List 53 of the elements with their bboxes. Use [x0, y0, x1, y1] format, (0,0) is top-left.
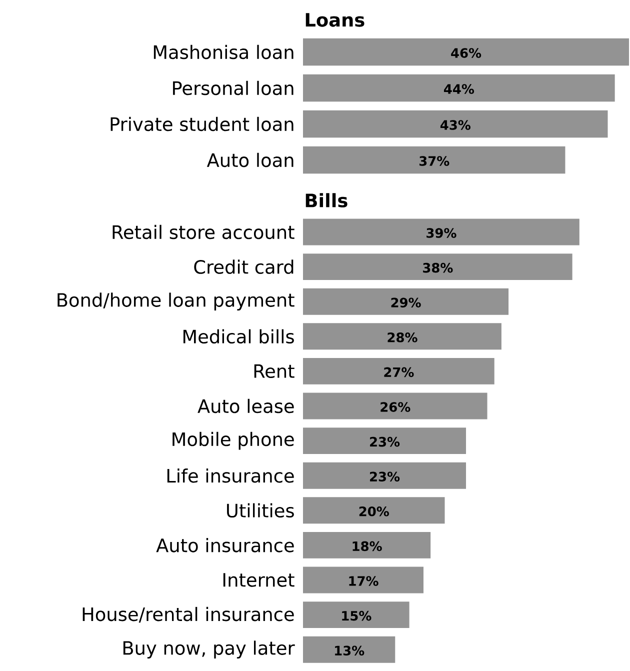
bar — [303, 462, 466, 489]
bar — [303, 636, 396, 663]
y-tick-label: Retail store account — [112, 224, 294, 240]
data-label: 39% — [426, 228, 456, 238]
y-tick-label: Medical bills — [183, 329, 294, 344]
data-label: 15% — [342, 610, 372, 621]
data-label: 23% — [370, 436, 400, 447]
data-label: 18% — [352, 541, 382, 552]
y-tick-label: Mobile phone — [172, 432, 294, 450]
y-tick-label: Auto lease — [198, 398, 294, 414]
y-tick-label: Credit card — [194, 260, 294, 274]
data-label: 27% — [384, 367, 414, 378]
bar — [303, 602, 410, 628]
y-tick-label: Private student loan — [110, 116, 294, 132]
data-label: 44% — [444, 84, 474, 94]
bar — [303, 323, 502, 350]
bar — [303, 38, 630, 66]
y-tick-label: Buy now, pay later — [123, 640, 295, 659]
data-label: 23% — [370, 472, 400, 482]
bar — [303, 392, 488, 420]
data-label: 26% — [380, 402, 410, 412]
bar — [303, 566, 424, 594]
bar — [303, 497, 445, 524]
data-label: 43% — [440, 120, 470, 130]
bar — [303, 288, 509, 315]
data-label: 20% — [359, 506, 389, 516]
data-label: 37% — [419, 156, 450, 166]
y-tick-label: Auto insurance — [156, 538, 294, 552]
data-label: 46% — [451, 48, 482, 58]
bar — [303, 254, 572, 280]
bar — [303, 110, 608, 138]
data-label: 17% — [349, 576, 378, 586]
data-label: 38% — [423, 262, 453, 273]
y-tick-label: House/rental insurance — [82, 606, 294, 623]
bar — [303, 358, 494, 384]
data-label: 28% — [388, 332, 418, 342]
chart-title: Bills — [306, 193, 348, 208]
y-tick-label: Internet — [223, 573, 294, 587]
bar — [303, 74, 615, 102]
bar — [303, 428, 466, 454]
y-tick-label: Personal loan — [173, 80, 294, 96]
y-tick-label: Life insurance — [167, 468, 294, 483]
data-label: 29% — [391, 298, 421, 308]
y-tick-label: Mashonisa loan — [154, 44, 294, 60]
bar — [303, 218, 580, 246]
y-tick-label: Auto loan — [206, 152, 294, 168]
chart-title: Loans — [306, 13, 364, 27]
bar — [303, 146, 566, 174]
data-label: 13% — [335, 646, 364, 656]
y-tick-label: Bond/home loan payment — [58, 292, 294, 311]
y-tick-label: Utilities — [227, 503, 294, 518]
bar — [303, 532, 431, 558]
y-tick-label: Rent — [254, 364, 294, 378]
